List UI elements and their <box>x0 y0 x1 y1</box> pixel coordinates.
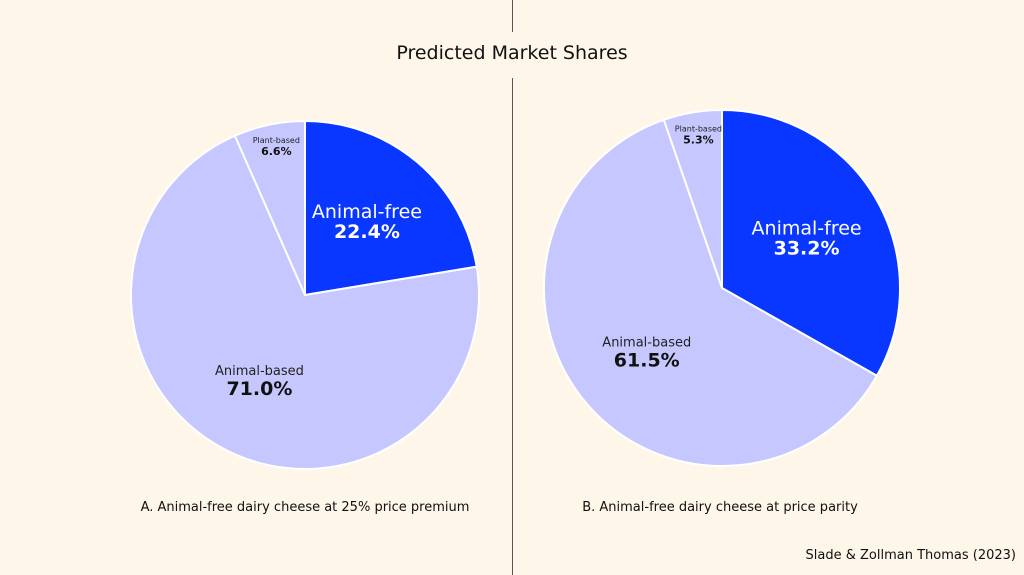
slice-label-1-animal-based: Animal-based <box>602 336 691 351</box>
slice-1-animal-based <box>543 118 879 467</box>
slice-label-1-animal-free: Animal-free <box>752 218 862 240</box>
caption-b: B. Animal-free dairy cheese at price par… <box>582 500 858 515</box>
slice-value-0-animal-free: 22.4% <box>334 221 400 243</box>
slice-value-1-animal-based: 61.5% <box>614 350 680 372</box>
slice-label-0-plant-based: Plant-based <box>253 136 300 145</box>
caption-a: A. Animal-free dairy cheese at 25% price… <box>140 500 470 515</box>
slice-1-animal-free <box>721 108 901 378</box>
slice-value-1-animal-free: 33.2% <box>774 238 840 260</box>
slice-1-plant-based <box>662 108 723 289</box>
divider-bottom <box>512 78 513 575</box>
slice-value-0-plant-based: 6.6% <box>261 145 292 158</box>
slice-0-animal-free <box>304 119 478 297</box>
slice-value-0-animal-based: 71.0% <box>226 378 292 400</box>
chart-title: Predicted Market Shares <box>396 42 628 64</box>
slice-label-1-plant-based: Plant-based <box>675 125 722 134</box>
slice-0-plant-based <box>233 119 306 296</box>
source-note: Slade & Zollman Thomas (2023) <box>805 548 1016 563</box>
slice-value-1-plant-based: 5.3% <box>683 134 714 147</box>
slice-label-0-animal-free: Animal-free <box>312 201 422 223</box>
slice-0-animal-based <box>130 134 480 470</box>
slice-label-0-animal-based: Animal-based <box>215 364 304 379</box>
divider-top <box>512 0 513 32</box>
